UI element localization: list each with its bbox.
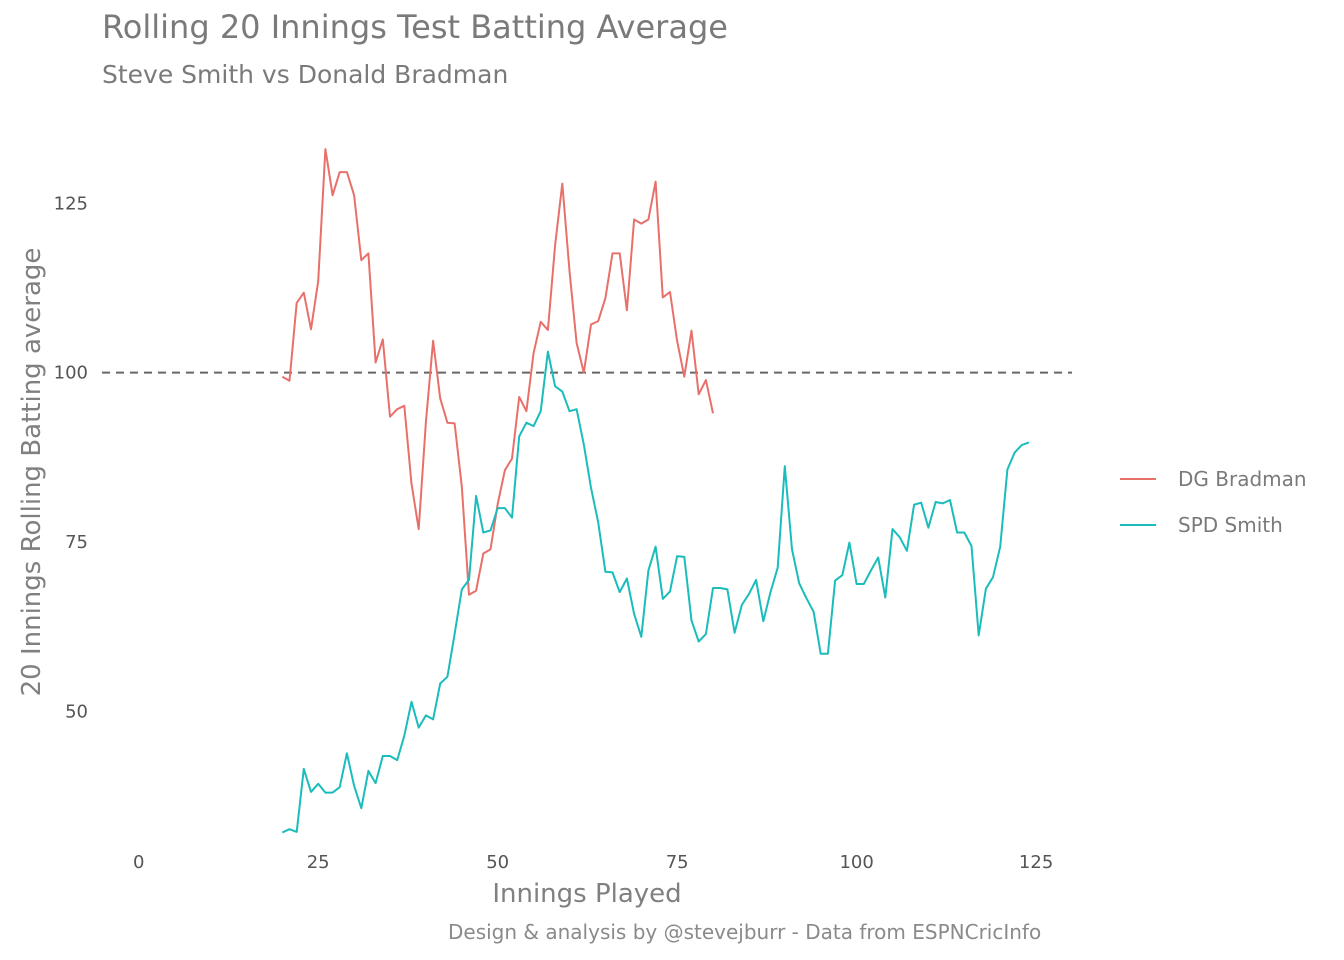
x-tick-label: 0 xyxy=(133,852,144,873)
y-tick-label: 125 xyxy=(54,193,88,214)
y-axis-title: 20 Innings Rolling Batting average xyxy=(17,248,47,697)
series-line-spd-smith xyxy=(281,350,1030,834)
legend-swatch-bradman xyxy=(1120,478,1156,480)
chart-subtitle: Steve Smith vs Donald Bradman xyxy=(102,60,509,89)
chart-caption: Design & analysis by @stevejburr - Data … xyxy=(448,920,1042,944)
x-tick-label: 100 xyxy=(839,852,873,873)
x-tick-label: 75 xyxy=(666,852,689,873)
y-tick-label: 100 xyxy=(54,363,88,384)
legend: DG Bradman SPD Smith xyxy=(1120,456,1307,548)
x-tick-label: 25 xyxy=(307,852,330,873)
y-tick-label: 75 xyxy=(65,532,88,553)
legend-swatch-smith xyxy=(1120,524,1156,526)
chart-title: Rolling 20 Innings Test Batting Average xyxy=(102,8,728,46)
x-tick-label: 50 xyxy=(486,852,509,873)
legend-item-smith: SPD Smith xyxy=(1120,502,1307,548)
series-line-dg-bradman xyxy=(281,148,714,596)
legend-label-bradman: DG Bradman xyxy=(1178,467,1307,491)
legend-item-bradman: DG Bradman xyxy=(1120,456,1307,502)
legend-label-smith: SPD Smith xyxy=(1178,513,1283,537)
x-axis-title: Innings Played xyxy=(492,879,681,909)
y-tick-label: 50 xyxy=(65,701,88,722)
x-tick-label: 125 xyxy=(1019,852,1053,873)
